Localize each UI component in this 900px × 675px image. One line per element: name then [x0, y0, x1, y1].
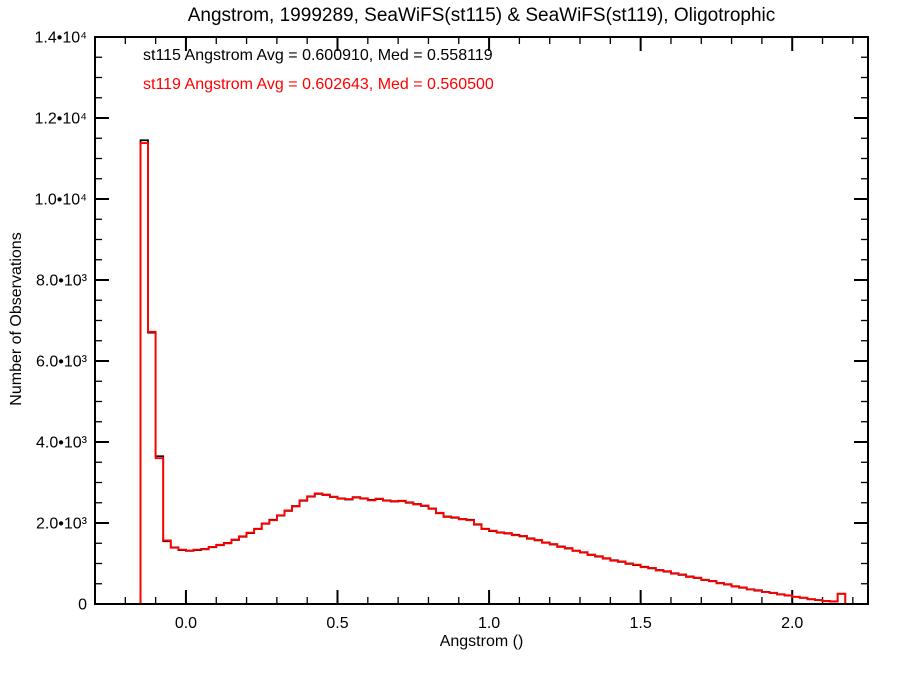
x-tick-label: 2.0 — [781, 615, 803, 632]
chart-title: Angstrom, 1999289, SeaWiFS(st115) & SeaW… — [187, 5, 776, 26]
y-tick-label: 1.4•10⁴ — [34, 30, 87, 47]
y-tick-label: 6.0•10³ — [36, 354, 88, 371]
plot-frame — [94, 36, 869, 605]
histogram-path-st119 — [95, 142, 868, 605]
y-axis-label: Number of Observations — [8, 232, 25, 406]
x-axis-label: Angstrom () — [439, 633, 524, 650]
y-tick-label: 1.0•10⁴ — [34, 192, 87, 209]
x-tick-label: 0.5 — [326, 615, 348, 632]
y-tick-label: 8.0•10³ — [36, 273, 88, 290]
x-tick-label: 1.0 — [478, 615, 500, 632]
x-tick-label: 0.0 — [175, 615, 197, 632]
y-tick-label: 2.0•10³ — [36, 516, 88, 533]
y-tick-label: 1.2•10⁴ — [34, 111, 87, 128]
y-tick-label: 0 — [78, 597, 87, 614]
legend-st119: st119 Angstrom Avg = 0.602643, Med = 0.5… — [143, 76, 494, 93]
legend-st115: st115 Angstrom Avg = 0.600910, Med = 0.5… — [143, 47, 493, 64]
y-tick-label: 4.0•10³ — [36, 435, 88, 452]
histogram-path-st115 — [95, 139, 868, 605]
x-tick-label: 1.5 — [630, 615, 652, 632]
